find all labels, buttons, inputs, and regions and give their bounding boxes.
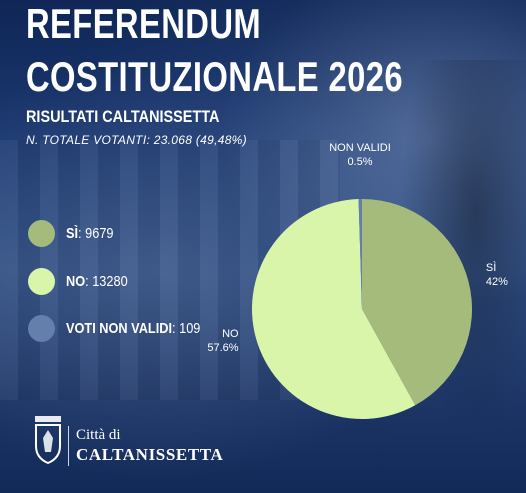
legend-item-si: SÌ: 9679 [28,219,122,247]
pie-slice-si [362,199,472,406]
page-title-line2: COSTITUZIONALE 2026 [26,53,403,100]
legend-value-no: 13280 [92,272,128,290]
city-crest-logo [35,416,61,464]
legend-value-non-validi: 109 [179,319,201,337]
footer-divider [68,426,69,466]
pie-slice-non-validi [358,199,362,309]
total-voters-text: N. TOTALE VOTANTI: 23.068 (49,48%) [26,133,247,147]
legend-item-no: NO: 13280 [28,267,139,295]
legend-label-si: SÌ [66,224,79,242]
legend-label-no: NO [66,272,86,290]
page-title-line1: REFERENDUM [26,0,262,47]
pie-slice-no [252,199,416,419]
legend-item-non-validi: VOTI NON VALIDI: 109 [28,314,224,342]
legend-value-si: 9679 [85,224,114,242]
legend-label-non-validi: VOTI NON VALIDI [66,319,173,337]
legend-swatch-no [28,267,55,295]
legend-swatch-si [28,219,55,247]
pie-label-si: SÌ 42% [486,261,508,288]
legend-swatch-non-validi [28,314,55,342]
city-name-line2: CALTANISSETTA [76,445,224,464]
pie-label-non-validi: NON VALIDI 0.5% [329,142,391,168]
results-subtitle: RISULTATI CALTANISSETTA [26,107,220,126]
pie-label-no: NO 57.6% [207,328,239,354]
city-name-line1: Città di [76,427,121,443]
